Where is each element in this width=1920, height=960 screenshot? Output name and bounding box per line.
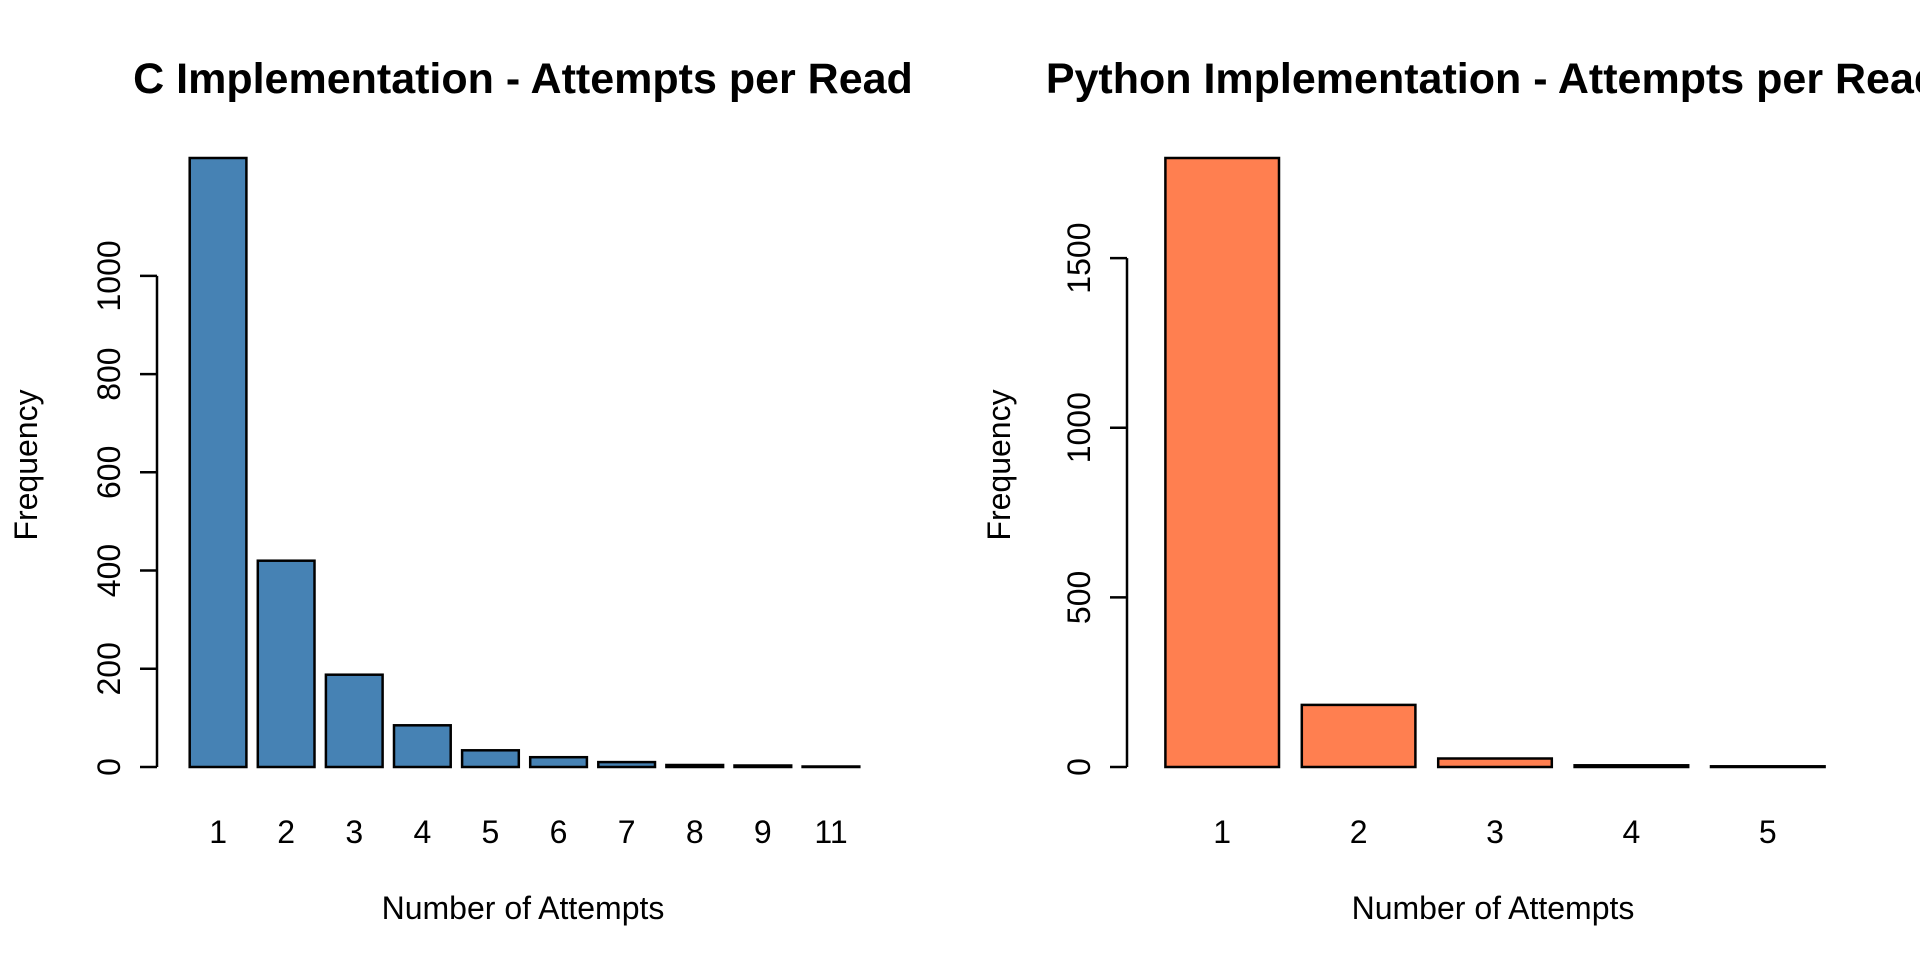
panel-c-title: C Implementation - Attempts per Read xyxy=(133,55,913,103)
bar-python-5 xyxy=(1709,765,1826,769)
y-tick-label-python-0: 0 xyxy=(1061,758,1097,776)
bar-c-4 xyxy=(392,724,452,769)
x-tick-label-c-1: 1 xyxy=(209,814,227,850)
x-tick-label-c-7: 7 xyxy=(618,814,636,850)
bar-python-4 xyxy=(1573,764,1690,769)
x-tick-label-c-6: 6 xyxy=(550,814,568,850)
y-tick-label-c-0: 0 xyxy=(91,758,127,776)
x-tick-label-c-4: 4 xyxy=(414,814,432,850)
bar-c-1 xyxy=(188,156,248,769)
y-tick-label-c-200: 200 xyxy=(91,642,127,695)
y-tick-label-python-1000: 1000 xyxy=(1061,392,1097,463)
bar-python-2 xyxy=(1300,703,1417,769)
x-tick-label-c-9: 9 xyxy=(754,814,772,850)
x-tick-label-python-3: 3 xyxy=(1486,814,1504,850)
y-tick-label-c-800: 800 xyxy=(91,347,127,400)
bar-c-8 xyxy=(665,763,725,769)
y-tick-label-python-1500: 1500 xyxy=(1061,223,1097,294)
bar-c-11 xyxy=(801,765,861,769)
bar-python-3 xyxy=(1436,757,1554,769)
x-tick-label-c-8: 8 xyxy=(686,814,704,850)
x-tick-label-c-3: 3 xyxy=(345,814,363,850)
y-tick-label-c-400: 400 xyxy=(91,544,127,597)
x-tick-label-python-1: 1 xyxy=(1213,814,1231,850)
bar-c-3 xyxy=(324,673,384,769)
bar-python-1 xyxy=(1164,156,1281,769)
panel-c-ylabel: Frequency xyxy=(8,389,44,540)
panel-python-xlabel: Number of Attempts xyxy=(1352,890,1635,926)
y-tick-label-c-600: 600 xyxy=(91,446,127,499)
x-tick-label-python-5: 5 xyxy=(1759,814,1777,850)
bar-c-6 xyxy=(528,755,589,769)
bar-c-2 xyxy=(256,559,316,769)
panel-python-implementation: Python Implementation - Attempts per Rea… xyxy=(981,55,1920,926)
bar-c-5 xyxy=(460,749,521,769)
panel-c-implementation: C Implementation - Attempts per Read Fre… xyxy=(8,55,913,926)
panel-python-plot-area: 1 2 3 4 5 0 500 1000 1500 xyxy=(1061,156,1826,850)
y-tick-label-python-500: 500 xyxy=(1061,571,1097,624)
panel-c-plot-area: 1 2 3 4 5 6 7 8 9 11 0 200 400 600 800 1000 xyxy=(91,156,861,850)
x-tick-label-c-5: 5 xyxy=(482,814,500,850)
y-tick-label-c-1000: 1000 xyxy=(91,240,127,311)
x-tick-label-python-4: 4 xyxy=(1623,814,1641,850)
panel-python-title: Python Implementation - Attempts per Rea… xyxy=(1046,55,1920,103)
bar-c-9 xyxy=(733,764,793,769)
bar-c-7 xyxy=(597,760,657,769)
panel-c-xlabel: Number of Attempts xyxy=(382,890,665,926)
x-tick-label-c-11: 11 xyxy=(814,814,847,850)
x-tick-label-c-2: 2 xyxy=(277,814,295,850)
x-tick-label-python-2: 2 xyxy=(1350,814,1368,850)
panel-python-ylabel: Frequency xyxy=(981,389,1017,540)
